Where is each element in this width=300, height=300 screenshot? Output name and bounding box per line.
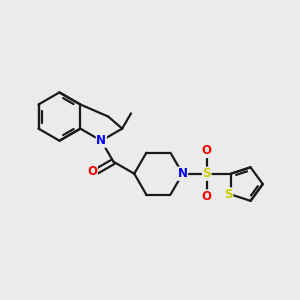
Text: N: N bbox=[96, 134, 106, 147]
Text: N: N bbox=[178, 167, 188, 180]
Text: S: S bbox=[202, 167, 211, 180]
Text: O: O bbox=[202, 190, 212, 203]
Text: O: O bbox=[87, 165, 97, 178]
Text: S: S bbox=[224, 188, 233, 201]
Text: O: O bbox=[202, 144, 212, 158]
